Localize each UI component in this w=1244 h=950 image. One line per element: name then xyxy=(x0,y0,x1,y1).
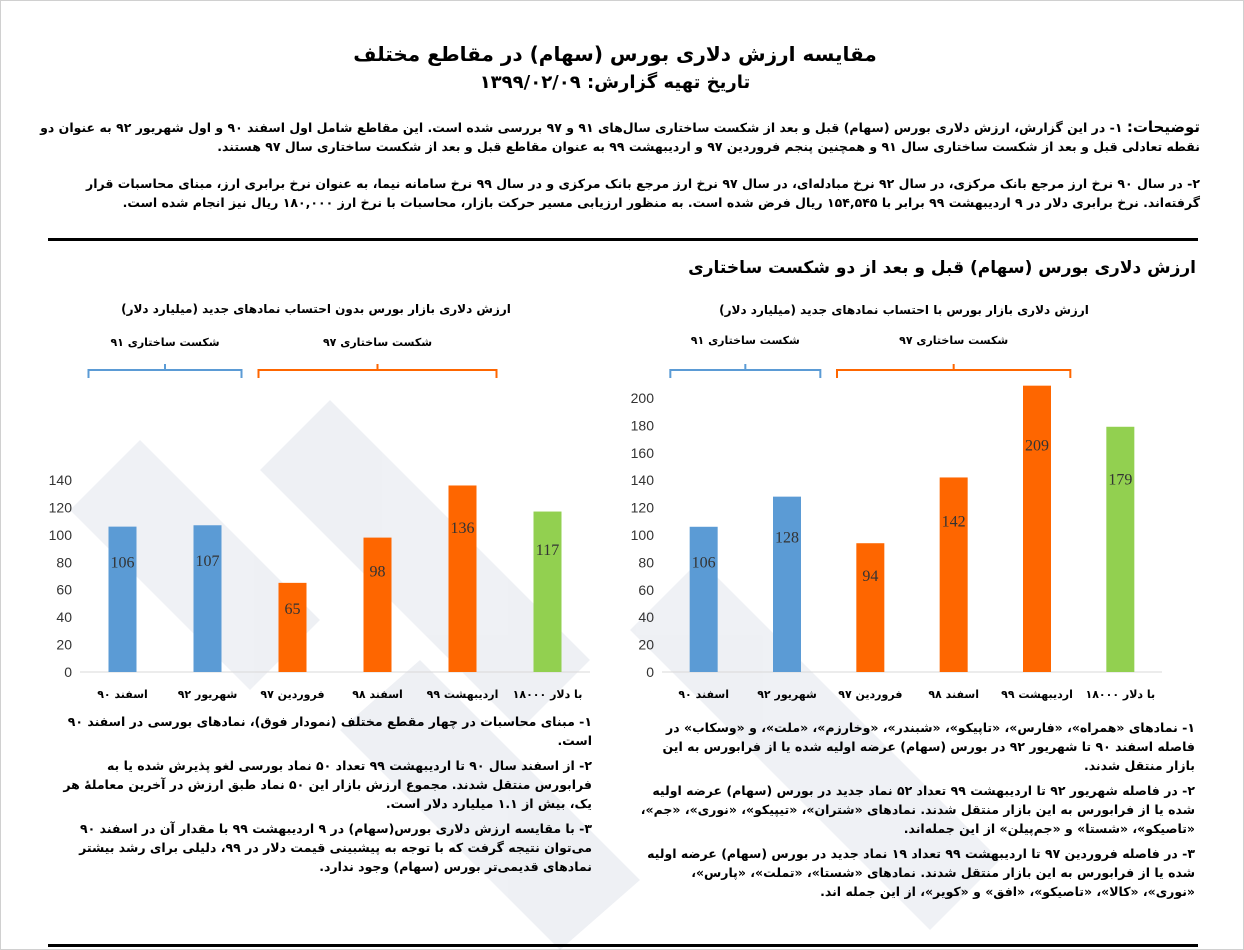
bracket xyxy=(836,364,1072,378)
y-tick-label: 140 xyxy=(631,472,655,488)
bar xyxy=(193,525,222,672)
y-tick-label: 120 xyxy=(631,500,655,516)
x-tick-label: شهریور ۹۲ xyxy=(757,688,817,701)
data-label: 117 xyxy=(536,542,559,559)
y-tick-label: 20 xyxy=(56,637,72,653)
notes-paragraph-1: توضیحات: ۱- در این گزارش، ارزش دلاری بور… xyxy=(40,118,1200,156)
bar xyxy=(1023,385,1051,672)
right-note-1: ۱- نمادهای «همراه»، «فارس»، «تاپیکو»، «ش… xyxy=(662,720,1195,773)
x-tick-label: فروردین ۹۷ xyxy=(838,688,902,701)
left-note-1: ۱- مبنای محاسبات در چهار مقطع مختلف (نمو… xyxy=(67,714,592,748)
right-notes: ۱- نمادهای «همراه»، «فارس»، «تاپیکو»، «ش… xyxy=(640,718,1195,907)
bottom-divider xyxy=(48,944,1198,947)
x-tick-label: شهریور ۹۲ xyxy=(178,688,238,701)
top-divider xyxy=(48,238,1198,241)
y-tick-label: 140 xyxy=(49,472,73,488)
x-tick-label: اسفند ۹۰ xyxy=(678,688,729,701)
chart-title: ارزش دلاری بازار بورس بدون احتساب نمادها… xyxy=(121,302,511,317)
data-label: 98 xyxy=(370,563,386,580)
y-tick-label: 0 xyxy=(64,664,72,680)
y-tick-label: 200 xyxy=(631,390,655,406)
data-label: 179 xyxy=(1108,471,1132,488)
bar xyxy=(108,526,137,672)
bar xyxy=(533,511,562,672)
data-label: 106 xyxy=(111,554,135,571)
notes-paragraph-2: ۲- در سال ۹۰ نرخ ارز مرجع بانک مرکزی، در… xyxy=(86,176,1200,210)
bar xyxy=(773,496,801,672)
bracket-label: شکست ساختاری ۹۱ xyxy=(691,334,800,347)
data-label: 107 xyxy=(196,553,220,570)
y-tick-label: 100 xyxy=(49,527,73,543)
page-title: مقایسه ارزش دلاری بورس (سهام) در مقاطع م… xyxy=(353,42,877,66)
x-tick-label: با دلار ۱۸۰۰۰ xyxy=(513,688,583,701)
left-notes: ۱- مبنای محاسبات در چهار مقطع مختلف (نمو… xyxy=(62,712,592,882)
x-tick-label: فروردین ۹۷ xyxy=(260,688,324,701)
bar xyxy=(689,526,718,672)
x-tick-label: اسفند ۹۸ xyxy=(928,688,979,701)
bar xyxy=(1106,426,1135,672)
x-tick-label: اسفند ۹۰ xyxy=(97,688,148,701)
y-tick-label: 120 xyxy=(49,499,73,515)
chart-with-new-symbols: ارزش دلاری بازار بورس با احتساب نمادهای … xyxy=(631,303,1162,701)
y-tick-label: 80 xyxy=(638,554,654,570)
y-tick-label: 80 xyxy=(56,554,72,570)
y-tick-label: 100 xyxy=(631,527,655,543)
data-label: 65 xyxy=(285,601,301,618)
bar xyxy=(939,477,968,672)
y-tick-label: 160 xyxy=(631,445,655,461)
y-tick-label: 20 xyxy=(638,637,654,653)
bracket-label: شکست ساختاری ۹۷ xyxy=(323,336,432,349)
y-tick-label: 40 xyxy=(638,609,654,625)
bar xyxy=(363,537,392,672)
data-label: 94 xyxy=(862,568,878,585)
bar xyxy=(856,543,885,672)
x-tick-label: اسفند ۹۸ xyxy=(352,688,403,701)
right-note-2: ۲- در فاصله شهریور ۹۲ تا اردیبهشت ۹۹ تعد… xyxy=(640,783,1195,836)
chart-title: ارزش دلاری بازار بورس با احتساب نمادهای … xyxy=(719,303,1089,318)
x-tick-label: اردیبهشت ۹۹ xyxy=(427,688,499,701)
bar xyxy=(278,582,307,672)
left-note-2: ۲- از اسفند سال ۹۰ تا اردیبهشت ۹۹ تعداد … xyxy=(63,758,592,811)
y-tick-label: 0 xyxy=(646,664,654,680)
notes-label: توضیحات: xyxy=(1126,118,1200,136)
data-label: 142 xyxy=(942,514,966,531)
bracket xyxy=(669,364,822,378)
right-note-3: ۳- در فاصله فروردین ۹۷ تا اردیبهشت ۹۹ تع… xyxy=(647,846,1195,899)
y-tick-label: 40 xyxy=(56,609,72,625)
data-label: 106 xyxy=(692,554,716,571)
bracket-label: شکست ساختاری ۹۱ xyxy=(110,336,219,349)
left-note-3: ۳- با مقایسه ارزش دلاری بورس(سهام) در ۹ … xyxy=(79,821,592,874)
watermark xyxy=(70,400,1000,950)
bracket xyxy=(257,364,498,378)
bar xyxy=(448,485,477,672)
bracket-label: شکست ساختاری ۹۷ xyxy=(899,334,1008,347)
data-label: 209 xyxy=(1025,437,1049,454)
notes-text-1: ۱- در این گزارش، ارزش دلاری بورس (سهام) … xyxy=(40,120,1200,154)
x-tick-label: با دلار ۱۸۰۰۰ xyxy=(1085,688,1155,701)
section-title: ارزش دلاری بورس (سهام) قبل و بعد از دو ش… xyxy=(688,258,1196,278)
report-date: تاریخ تهیه گزارش: ۱۳۹۹/۰۲/۰۹ xyxy=(479,72,751,93)
y-tick-label: 60 xyxy=(638,582,654,598)
bracket xyxy=(87,364,243,378)
chart-without-new-symbols: ارزش دلاری بازار بورس بدون احتساب نمادها… xyxy=(49,302,590,701)
data-label: 128 xyxy=(775,529,799,546)
y-tick-label: 60 xyxy=(56,582,72,598)
data-label: 136 xyxy=(451,520,475,537)
y-tick-label: 180 xyxy=(631,417,655,433)
x-tick-label: اردیبهشت ۹۹ xyxy=(1001,688,1073,701)
